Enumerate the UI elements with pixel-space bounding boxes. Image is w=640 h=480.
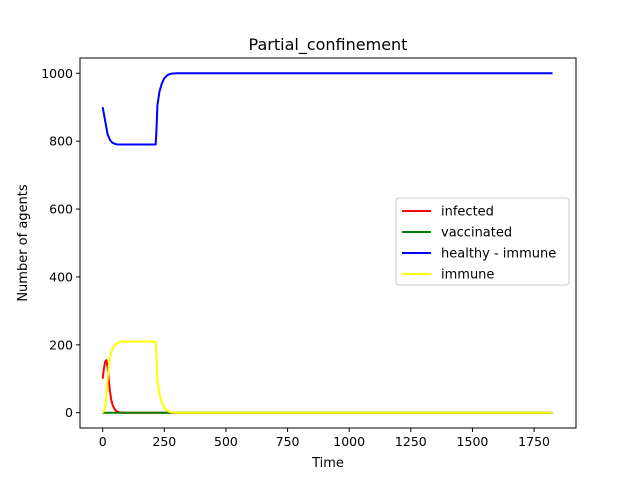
x-axis-label: Time (311, 456, 344, 471)
x-tick-label: 1750 (518, 434, 550, 449)
series-line-immune (101, 340, 553, 414)
x-tick-label: 1250 (395, 434, 427, 449)
chart-title: Partial_confinement (249, 35, 408, 55)
x-tick-label: 1000 (333, 434, 365, 449)
x-tick-label: 1500 (457, 434, 489, 449)
legend-box (395, 197, 570, 286)
legend: infected vaccinated healthy - immune immune (395, 197, 570, 286)
y-tick-label: 0 (65, 405, 73, 420)
series-line-healthy-immune (101, 72, 553, 146)
series-lines (101, 72, 553, 414)
x-tick-label: 0 (99, 434, 107, 449)
x-tick-label: 750 (276, 434, 300, 449)
x-tick-label: 250 (152, 434, 176, 449)
plot-area (79, 57, 577, 429)
y-tick-label: 800 (49, 134, 73, 149)
y-tick-label: 1000 (41, 66, 73, 81)
x-axis: 0 250 500 750 1000 1250 1500 1750 (99, 428, 550, 449)
legend-label-immune: immune (441, 268, 494, 283)
legend-label-vaccinated: vaccinated (441, 226, 512, 241)
y-tick-label: 400 (49, 269, 73, 284)
legend-label-healthy-immune: healthy - immune (441, 247, 556, 262)
x-tick-label: 500 (214, 434, 238, 449)
y-tick-label: 600 (49, 202, 73, 217)
legend-label-infected: infected (441, 205, 494, 220)
y-tick-label: 200 (49, 337, 73, 352)
y-axis: 0 200 400 600 800 1000 (41, 66, 80, 420)
y-axis-label: Number of agents (16, 184, 31, 302)
